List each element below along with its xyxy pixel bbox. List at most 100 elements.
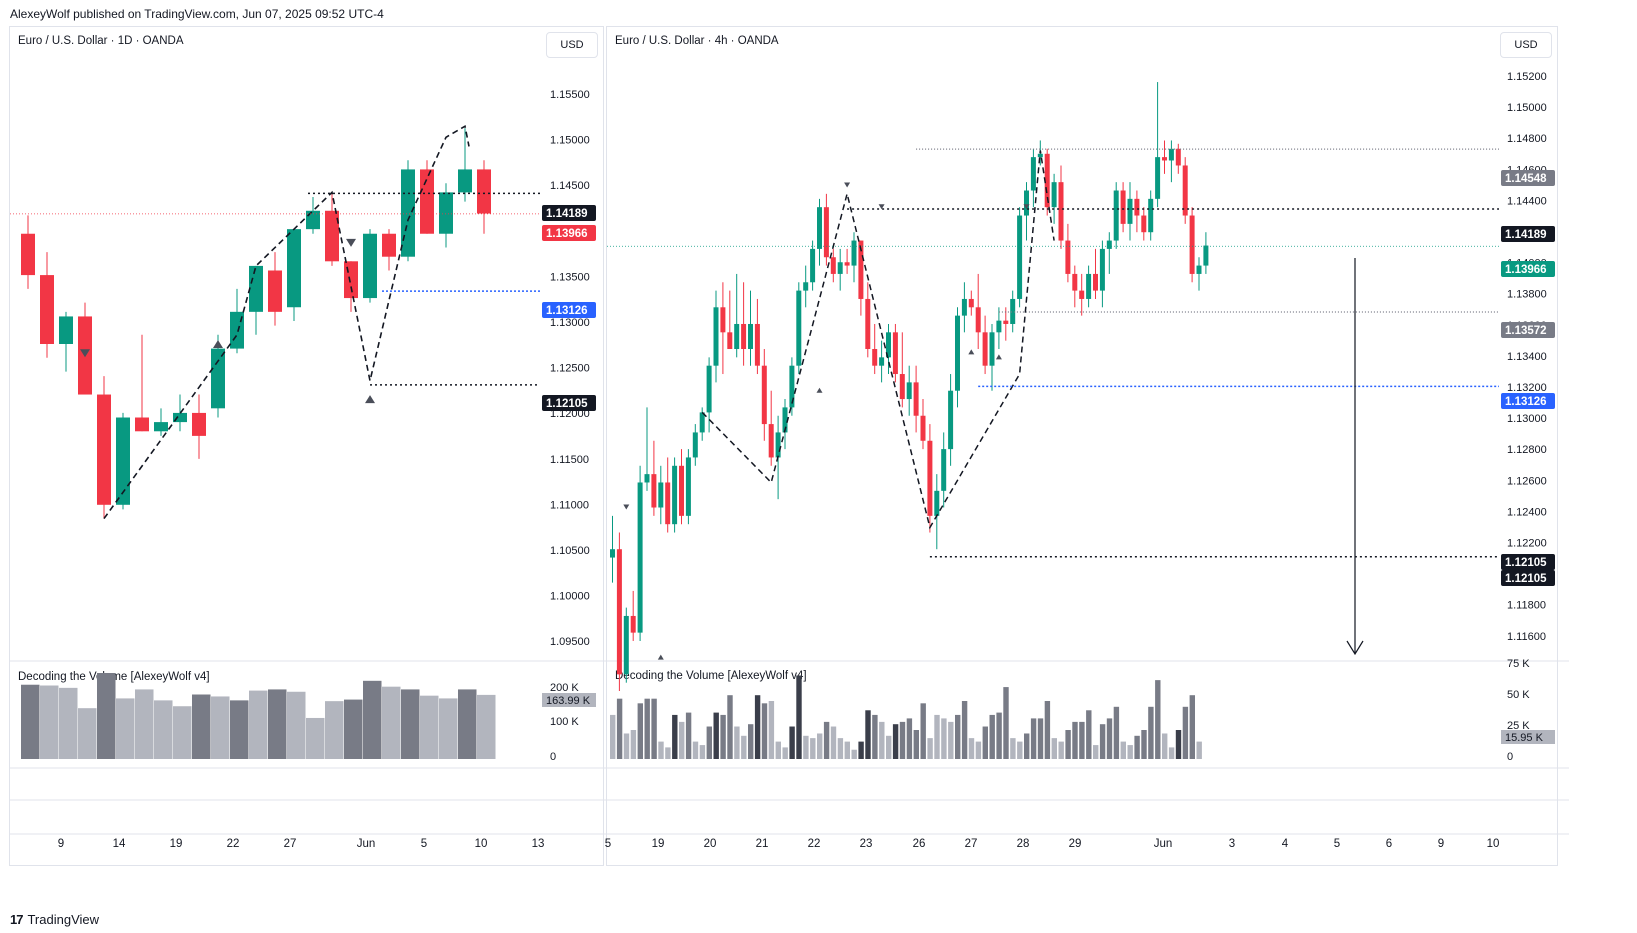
candle-body <box>699 412 705 433</box>
volume-bar <box>789 726 795 759</box>
candle-body <box>1113 190 1119 241</box>
volume-indicator-title[interactable]: Decoding the Volume [AlexeyWolf v4] <box>615 670 807 682</box>
candle-body <box>920 415 926 441</box>
publish-header: AlexeyWolf published on TradingView.com,… <box>10 7 384 21</box>
y-tick-label: 1.14400 <box>1507 195 1547 207</box>
volume-bar <box>230 700 249 759</box>
candle-body <box>363 233 377 299</box>
candle-body <box>1003 320 1009 324</box>
x-tick-label: 4 <box>1282 838 1289 850</box>
chart-panel-4h[interactable]: Euro / U.S. Dollar · 4h · OANDA USD Deco… <box>605 26 1569 867</box>
volume-value-label: 163.99 K <box>546 695 591 707</box>
candle-body <box>906 382 912 400</box>
candle-body <box>727 332 733 350</box>
volume-bar <box>906 718 913 759</box>
chart-svg-daily[interactable]: 1.155001.150001.145001.140001.135001.130… <box>10 27 610 867</box>
currency-button[interactable]: USD <box>1500 32 1552 58</box>
volume-bar <box>287 691 306 759</box>
volume-value-label: 15.95 K <box>1505 732 1544 744</box>
x-tick-label: Jun <box>357 838 376 850</box>
price-tag <box>1501 554 1555 570</box>
volume-bar <box>477 694 496 759</box>
candle-body <box>306 210 320 230</box>
y-tick-label: 1.11600 <box>1507 631 1546 643</box>
volume-bar <box>211 696 230 759</box>
candle-body <box>975 307 981 333</box>
volume-bar <box>775 741 781 759</box>
volume-bar <box>920 703 926 759</box>
volume-bar <box>623 733 630 759</box>
volume-bar <box>382 686 401 759</box>
volume-bar <box>268 689 287 759</box>
volume-bar <box>927 738 933 759</box>
candle-body <box>706 365 712 413</box>
y-tick-label: 1.12600 <box>1507 475 1547 487</box>
candle-body <box>268 270 282 312</box>
volume-bar <box>97 673 116 759</box>
price-tag-label: 1.12105 <box>1505 573 1547 585</box>
candle-body <box>192 412 206 436</box>
volume-value-tag <box>1501 730 1555 744</box>
candle-body <box>658 482 664 508</box>
volume-bar <box>754 695 761 759</box>
price-tag-label: 1.13966 <box>546 228 588 240</box>
volume-bar <box>692 741 699 759</box>
volume-bar <box>439 698 458 759</box>
candle-body <box>21 233 35 276</box>
candle-body <box>401 169 415 257</box>
volume-bar <box>192 694 211 759</box>
candle-body <box>968 298 974 308</box>
candle-body <box>961 298 967 316</box>
x-tick-label: 5 <box>605 838 611 850</box>
volume-bar <box>961 701 968 759</box>
candle-body <box>211 348 225 409</box>
x-tick-label: 9 <box>1438 838 1444 850</box>
zigzag-line <box>103 124 470 520</box>
y-tick-label: 1.12000 <box>550 408 590 420</box>
candle-body <box>40 275 54 344</box>
candle-body <box>982 332 988 366</box>
x-tick-label: 5 <box>421 838 427 850</box>
volume-bar <box>913 730 919 759</box>
price-tag-label: 1.14189 <box>1505 229 1547 241</box>
y-tick-label: 1.12400 <box>1507 506 1547 518</box>
pivot-high-marker <box>623 504 630 510</box>
volume-bar <box>982 726 988 759</box>
volume-bar <box>1065 730 1071 759</box>
volume-bar <box>720 714 726 759</box>
projection-arrow-head <box>1346 640 1364 656</box>
candle-body <box>789 365 795 408</box>
y-tick-label: 1.15000 <box>1507 102 1547 114</box>
volume-bar <box>325 701 344 759</box>
chart-panel-daily[interactable]: Euro / U.S. Dollar · 1D · OANDA USD Deco… <box>9 26 610 867</box>
volume-bar <box>610 714 616 759</box>
volume-bar <box>968 738 975 759</box>
volume-bar <box>1148 706 1154 759</box>
candle-body <box>741 323 747 350</box>
candle-body <box>1072 273 1078 291</box>
price-tag <box>1501 261 1555 277</box>
candle-body <box>1155 157 1161 199</box>
volume-bar <box>934 714 940 759</box>
candle-body <box>1058 182 1064 241</box>
volume-bar <box>796 675 802 759</box>
volume-bar <box>173 706 192 759</box>
candle-body <box>1051 182 1057 208</box>
chart-svg-4h[interactable]: 1.152001.150001.148001.146001.144001.142… <box>605 27 1569 867</box>
volume-bar <box>1058 741 1064 759</box>
candle-body <box>1037 153 1043 158</box>
price-tag <box>1501 393 1555 409</box>
volume-bar <box>1003 687 1009 759</box>
volume-bar <box>249 690 268 759</box>
y-tick-label: 1.10000 <box>550 591 590 603</box>
candle-body <box>154 422 168 432</box>
x-tick-label: 22 <box>227 838 240 850</box>
x-tick-label: 5 <box>1334 838 1340 850</box>
volume-bar <box>306 717 325 759</box>
candle-body <box>989 332 995 366</box>
candle-body <box>844 262 850 266</box>
volume-bar <box>941 718 947 759</box>
volume-bar <box>1072 721 1078 759</box>
currency-button[interactable]: USD <box>546 32 598 58</box>
x-tick-label: 26 <box>913 838 926 850</box>
